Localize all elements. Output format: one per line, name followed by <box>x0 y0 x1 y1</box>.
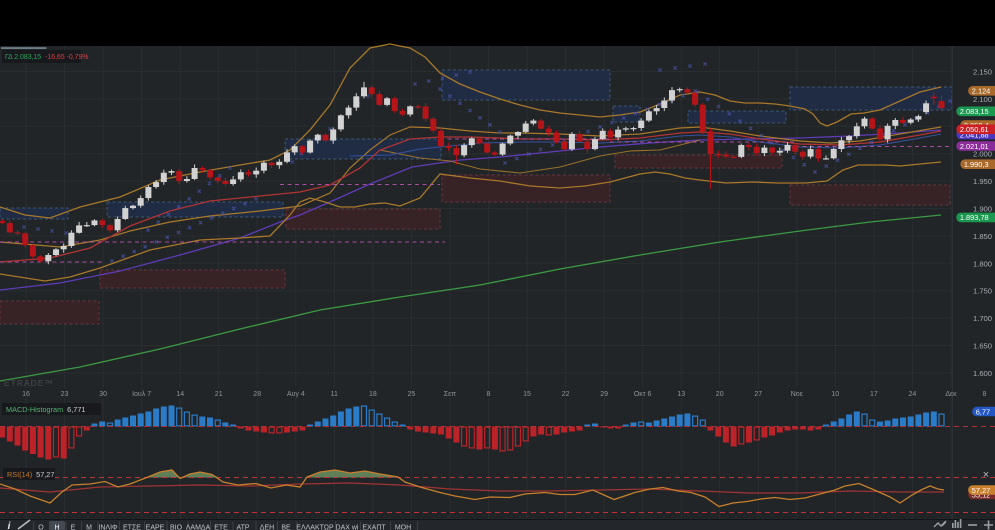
svg-text:ΔΕΗ: ΔΕΗ <box>260 525 274 530</box>
svg-text:ΕΤΣΕ: ΕΤΣΕ <box>123 525 141 530</box>
svg-text:15: 15 <box>523 391 531 398</box>
svg-text:ΙΝΛΙΦ: ΙΝΛΙΦ <box>98 525 118 530</box>
svg-text:i: i <box>8 521 11 530</box>
svg-text:ΕΑΡΕ: ΕΑΡΕ <box>146 525 165 530</box>
svg-text:RSI(14)57,27: RSI(14) 57,27 <box>7 470 54 479</box>
svg-text:Αυγ 4: Αυγ 4 <box>287 391 305 398</box>
svg-text:1.650: 1.650 <box>973 342 992 351</box>
svg-text:Δεκ: Δεκ <box>945 391 957 398</box>
svg-text:Μ: Μ <box>86 525 92 530</box>
svg-text:22: 22 <box>562 391 570 398</box>
svg-text:1.700: 1.700 <box>973 314 992 323</box>
svg-text:1.950: 1.950 <box>973 177 992 186</box>
svg-text:14: 14 <box>176 391 184 398</box>
svg-text:6,77: 6,77 <box>976 407 990 416</box>
svg-text:20: 20 <box>716 391 724 398</box>
svg-text:Ο: Ο <box>38 525 44 530</box>
svg-text:Σεπ: Σεπ <box>444 391 456 398</box>
svg-text:ΒΙΟ: ΒΙΟ <box>170 525 183 530</box>
svg-text:ΕΧΑΠΤ: ΕΧΑΠΤ <box>362 525 386 530</box>
svg-text:ΕΛΛΑΚΤΩΡ: ΕΛΛΑΚΤΩΡ <box>296 525 334 530</box>
svg-text:1.600: 1.600 <box>973 369 992 378</box>
svg-text:ETRADE™: ETRADE™ <box>4 378 54 388</box>
svg-text:ΕΤΕ: ΕΤΕ <box>214 525 228 530</box>
svg-text:29: 29 <box>600 391 608 398</box>
svg-text:ΜΟΗ: ΜΟΗ <box>395 525 411 530</box>
svg-text:1.800: 1.800 <box>973 259 992 268</box>
svg-text:28: 28 <box>253 391 261 398</box>
svg-text:Η: Η <box>54 525 59 530</box>
svg-text:1.893,78: 1.893,78 <box>960 213 989 222</box>
svg-text:21: 21 <box>215 391 223 398</box>
svg-text:16: 16 <box>22 391 30 398</box>
svg-text:ΑΤΡ: ΑΤΡ <box>236 525 249 530</box>
svg-text:2.021,01: 2.021,01 <box>960 142 989 151</box>
svg-text:8: 8 <box>487 391 491 398</box>
svg-text:18: 18 <box>369 391 377 398</box>
svg-text:27: 27 <box>754 391 762 398</box>
svg-text:1.750: 1.750 <box>973 287 992 296</box>
svg-text:Ιουλ 7: Ιουλ 7 <box>132 391 151 398</box>
svg-text:23: 23 <box>61 391 69 398</box>
svg-text:2.000: 2.000 <box>973 150 992 159</box>
svg-text:25: 25 <box>408 391 416 398</box>
svg-text:1.850: 1.850 <box>973 232 992 241</box>
svg-text:ΛΑΜΔΑ: ΛΑΜΔΑ <box>186 525 211 530</box>
svg-text:1.900: 1.900 <box>973 205 992 214</box>
svg-text:2.083,15: 2.083,15 <box>960 107 989 116</box>
svg-text:1.990,3: 1.990,3 <box>964 160 989 169</box>
svg-text:Νοε: Νοε <box>791 391 803 398</box>
svg-text:57,27: 57,27 <box>972 486 991 495</box>
svg-text:13: 13 <box>677 391 685 398</box>
svg-text:11: 11 <box>331 391 338 398</box>
svg-text:Ε: Ε <box>71 525 76 530</box>
svg-text:ΒΕ: ΒΕ <box>281 525 291 530</box>
svg-text:Οκτ 6: Οκτ 6 <box>634 391 652 398</box>
svg-text:8: 8 <box>983 391 987 398</box>
svg-text:17: 17 <box>870 391 878 398</box>
svg-text:2.124: 2.124 <box>972 87 991 96</box>
svg-text:10: 10 <box>831 391 839 398</box>
svg-text:2.150: 2.150 <box>973 68 992 77</box>
svg-text:×: × <box>983 469 989 481</box>
svg-text:24: 24 <box>909 391 917 398</box>
svg-text:30: 30 <box>99 391 107 398</box>
svg-text:2.100: 2.100 <box>973 95 992 104</box>
svg-text:2.050,61: 2.050,61 <box>960 125 989 134</box>
svg-text:ΓΔ 2.083,15-16,65 -0,79%: ΓΔ 2.083,15 -16,65 -0,79% <box>5 54 88 61</box>
svg-text:2.041,88: 2.041,88 <box>960 130 989 139</box>
svg-text:DAX wi: DAX wi <box>336 525 359 530</box>
